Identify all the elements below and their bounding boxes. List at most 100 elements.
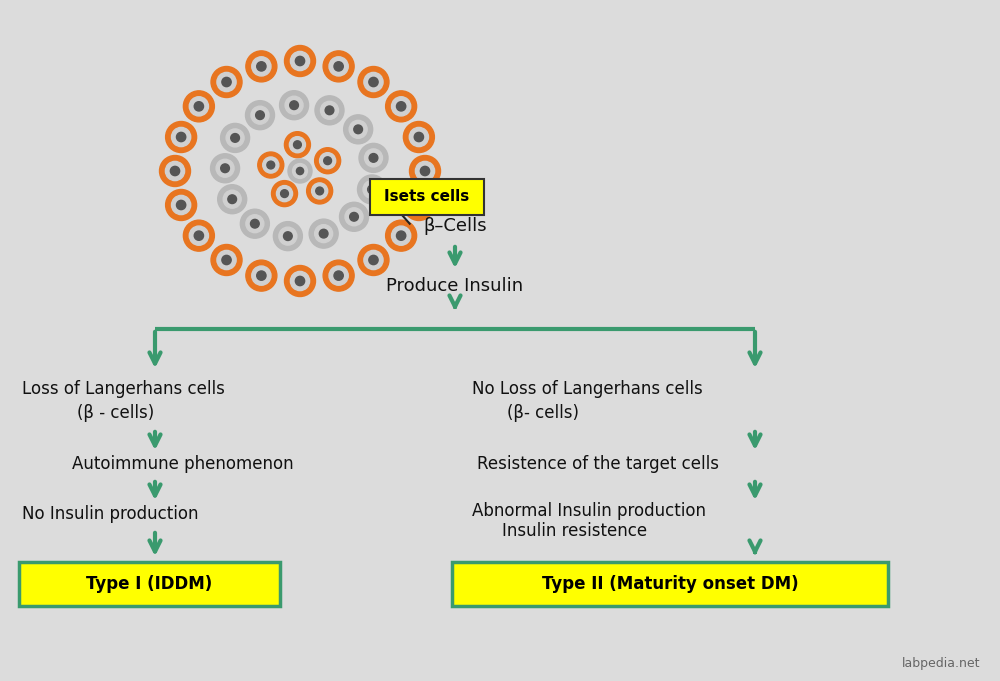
Circle shape <box>267 161 275 169</box>
Circle shape <box>217 251 236 270</box>
Circle shape <box>189 97 208 116</box>
Text: No Insulin production: No Insulin production <box>22 505 198 523</box>
Circle shape <box>172 195 191 215</box>
Circle shape <box>263 157 279 173</box>
Circle shape <box>226 129 244 147</box>
Circle shape <box>284 266 316 296</box>
Circle shape <box>329 266 348 285</box>
Circle shape <box>315 148 341 174</box>
Circle shape <box>252 57 271 76</box>
Circle shape <box>211 244 242 276</box>
Circle shape <box>365 149 382 167</box>
Circle shape <box>279 227 297 245</box>
Circle shape <box>323 260 354 291</box>
Text: Loss of Langerhans cells: Loss of Langerhans cells <box>22 380 225 398</box>
Circle shape <box>189 226 208 245</box>
FancyBboxPatch shape <box>452 562 888 606</box>
Circle shape <box>307 178 333 204</box>
Circle shape <box>319 229 328 238</box>
Circle shape <box>211 154 240 183</box>
Text: Type I (IDDM): Type I (IDDM) <box>86 575 213 593</box>
Circle shape <box>414 132 424 142</box>
Circle shape <box>284 131 310 158</box>
Circle shape <box>272 180 298 206</box>
Circle shape <box>323 51 354 82</box>
Circle shape <box>414 200 424 210</box>
FancyBboxPatch shape <box>370 179 484 215</box>
Text: (β - cells): (β - cells) <box>77 404 154 422</box>
Circle shape <box>392 97 411 116</box>
Circle shape <box>288 159 312 183</box>
Circle shape <box>392 226 411 245</box>
Circle shape <box>281 190 288 197</box>
Circle shape <box>273 221 302 251</box>
Text: Autoimmune phenomenon: Autoimmune phenomenon <box>72 455 294 473</box>
Circle shape <box>166 189 197 221</box>
Circle shape <box>257 62 266 71</box>
Circle shape <box>386 220 417 251</box>
Circle shape <box>258 152 284 178</box>
Circle shape <box>334 62 343 71</box>
Circle shape <box>403 121 434 153</box>
Circle shape <box>290 51 310 71</box>
Circle shape <box>222 78 231 86</box>
Circle shape <box>403 189 434 221</box>
Circle shape <box>183 220 214 251</box>
Text: No Loss of Langerhans cells: No Loss of Langerhans cells <box>472 380 703 398</box>
Circle shape <box>160 155 190 187</box>
Circle shape <box>369 78 378 86</box>
Circle shape <box>170 166 180 176</box>
Text: β–Cells: β–Cells <box>423 217 487 235</box>
Circle shape <box>334 271 343 281</box>
Circle shape <box>349 121 367 138</box>
Circle shape <box>284 232 292 240</box>
Circle shape <box>396 231 406 240</box>
Circle shape <box>257 271 266 281</box>
Circle shape <box>221 123 250 153</box>
Circle shape <box>295 276 305 285</box>
Circle shape <box>364 251 383 270</box>
Circle shape <box>221 164 229 172</box>
Text: Isets cells: Isets cells <box>384 189 470 204</box>
Circle shape <box>223 190 241 208</box>
Circle shape <box>364 72 383 92</box>
Circle shape <box>289 137 305 153</box>
Circle shape <box>290 272 310 291</box>
Circle shape <box>252 266 271 285</box>
Circle shape <box>420 166 430 176</box>
Circle shape <box>256 111 264 120</box>
Circle shape <box>369 255 378 265</box>
Circle shape <box>176 132 186 142</box>
Circle shape <box>315 96 344 125</box>
Circle shape <box>166 121 197 153</box>
Circle shape <box>295 57 305 65</box>
Circle shape <box>415 161 435 180</box>
Circle shape <box>358 175 387 204</box>
Circle shape <box>251 106 269 124</box>
Circle shape <box>228 195 237 204</box>
Circle shape <box>246 260 277 291</box>
Circle shape <box>194 101 204 111</box>
Circle shape <box>350 212 358 221</box>
Circle shape <box>165 161 185 180</box>
Text: Abnormal Insulin production: Abnormal Insulin production <box>472 502 706 520</box>
Circle shape <box>409 195 428 215</box>
Circle shape <box>280 91 309 120</box>
Circle shape <box>320 153 336 169</box>
Circle shape <box>216 159 234 177</box>
Circle shape <box>354 125 363 133</box>
Circle shape <box>312 183 328 199</box>
Circle shape <box>218 185 247 214</box>
Circle shape <box>285 96 303 114</box>
Circle shape <box>344 115 373 144</box>
Circle shape <box>386 91 417 122</box>
Circle shape <box>340 202 369 232</box>
FancyBboxPatch shape <box>19 562 280 606</box>
Circle shape <box>285 46 316 76</box>
Circle shape <box>176 200 186 210</box>
Circle shape <box>276 185 293 202</box>
Circle shape <box>329 57 348 76</box>
Circle shape <box>325 106 334 114</box>
Circle shape <box>194 231 204 240</box>
Text: Resistence of the target cells: Resistence of the target cells <box>477 455 719 473</box>
